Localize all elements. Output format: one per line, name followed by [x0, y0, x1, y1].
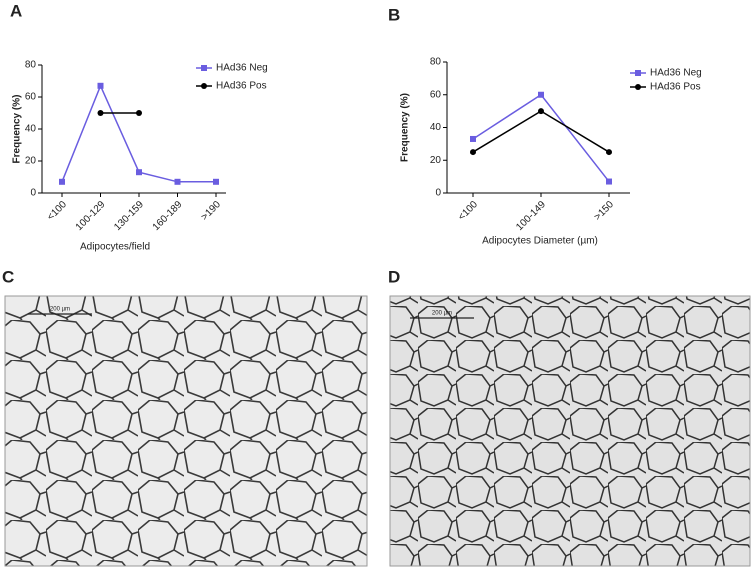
- legend-marker: [201, 65, 207, 71]
- y-tick-label: 40: [430, 122, 442, 133]
- panel-label: B: [388, 5, 400, 24]
- series-line: [472, 93, 610, 183]
- x-tick-label: 100-149: [514, 199, 548, 233]
- x-tick-label: >150: [592, 199, 616, 223]
- legend-marker: [635, 84, 641, 90]
- marker: [538, 108, 544, 115]
- marker: [174, 178, 181, 185]
- micrograph: 200 µm: [4, 295, 368, 567]
- marker: [606, 149, 612, 156]
- marker: [470, 149, 476, 156]
- x-tick-label: 100-129: [74, 199, 108, 233]
- y-axis-title: Frequency (%): [400, 93, 411, 162]
- marker: [97, 110, 104, 116]
- x-tick-label: >190: [199, 199, 223, 223]
- legend-label: HAd36 Pos: [216, 81, 267, 92]
- legend-label: HAd36 Pos: [650, 82, 701, 93]
- marker: [97, 82, 104, 89]
- panel-label: D: [388, 267, 400, 286]
- scale-bar-label: 200 µm: [50, 307, 70, 313]
- x-axis-title: Adipocytes/field: [80, 242, 150, 253]
- x-tick-label: <100: [456, 199, 480, 223]
- marker: [213, 178, 219, 185]
- y-tick-label: 0: [435, 188, 441, 199]
- y-tick-label: 60: [25, 92, 37, 103]
- y-tick-label: 80: [25, 60, 37, 71]
- marker: [136, 110, 142, 116]
- y-tick-label: 40: [25, 124, 37, 135]
- marker: [606, 178, 612, 185]
- x-tick-label: 160-189: [151, 199, 185, 233]
- marker: [470, 135, 476, 142]
- y-tick-label: 0: [30, 188, 36, 199]
- marker: [59, 178, 65, 185]
- legend-marker: [635, 70, 641, 76]
- x-tick-label: <100: [45, 199, 69, 223]
- y-tick-label: 20: [25, 156, 37, 167]
- x-axis-title: Adipocytes Diameter (µm): [482, 236, 598, 247]
- y-tick-label: 60: [430, 89, 442, 100]
- x-tick-label: 130-159: [112, 199, 146, 233]
- panel-label: C: [2, 267, 14, 286]
- y-tick-label: 80: [430, 57, 442, 68]
- legend-marker: [201, 83, 207, 89]
- series-line: [472, 110, 610, 153]
- legend-label: HAd36 Neg: [650, 68, 702, 79]
- y-tick-label: 20: [430, 155, 442, 166]
- micrograph: 200 µm: [389, 295, 751, 567]
- marker: [538, 91, 544, 98]
- scale-bar-label: 200 µm: [432, 311, 452, 317]
- series-line: [61, 83, 216, 183]
- legend-label: HAd36 Neg: [216, 63, 268, 74]
- panel-label: A: [10, 1, 22, 20]
- marker: [136, 169, 142, 176]
- y-axis-title: Frequency (%): [12, 95, 23, 164]
